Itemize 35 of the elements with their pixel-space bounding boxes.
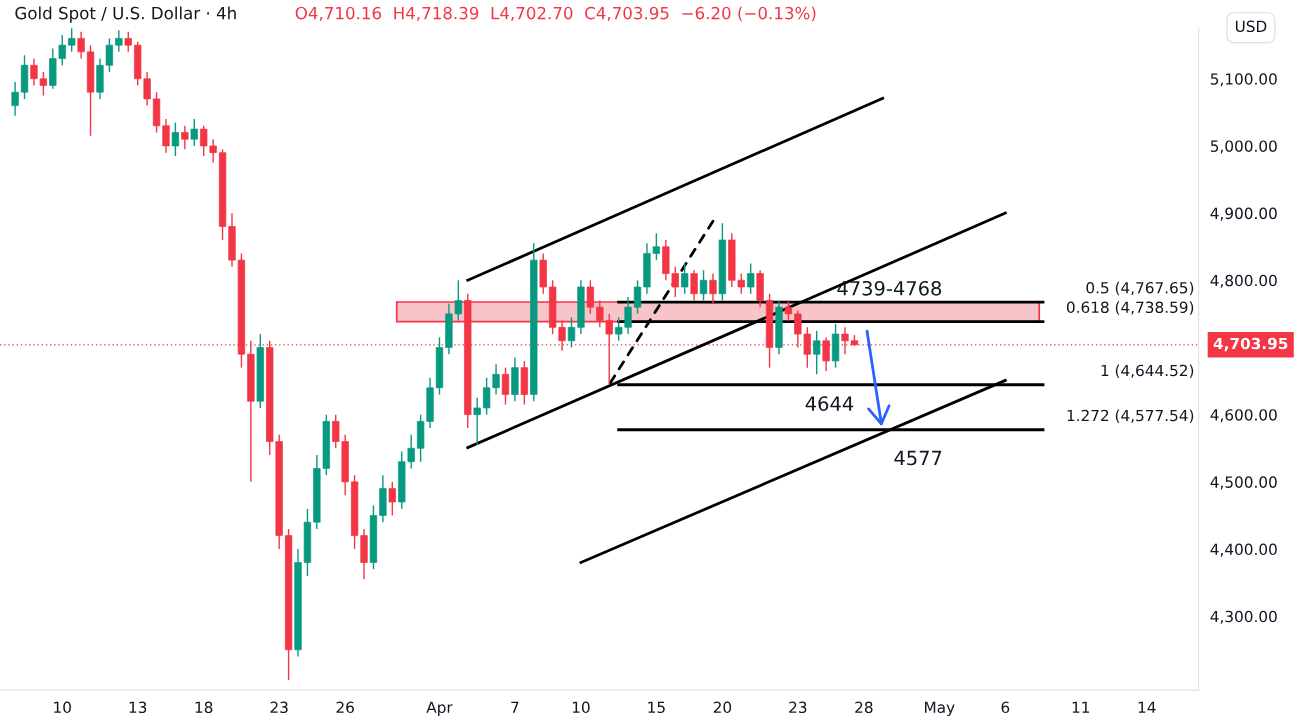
ref-line-label: 4,703.95 [1213, 337, 1288, 352]
x-tick-label: 23 [270, 701, 288, 714]
x-tick-label: 11 [1072, 701, 1090, 713]
x-tick-label: 23 [789, 701, 807, 714]
band-label: 4739-4768 [837, 280, 942, 296]
y-tick-label: 4,400.00 [1210, 543, 1277, 557]
x-tick-label: 13 [129, 701, 147, 714]
x-tick-label: May [925, 701, 955, 717]
x-tick-label: 7 [511, 701, 519, 713]
text: 0.5 (4,767.65) [1086, 281, 1194, 296]
x-tick-label: 18 [195, 701, 213, 714]
y-tick-label: 4,500.00 [1210, 476, 1277, 490]
y-tick-label: 5,100.00 [1210, 73, 1277, 87]
annotation: 4577 [894, 450, 942, 466]
chart-subtitle: O4,710.16 H4,718.39 L4,702.70 C4,703.95 −6.20 (−0.13%) [295, 6, 816, 22]
y-axis-title: USD [1235, 20, 1267, 33]
x-tick-label: 6 [1001, 701, 1010, 714]
y-tick-label: 4,600.00 [1210, 409, 1277, 423]
x-tick-label: 10 [54, 701, 71, 714]
x-tick-label: 26 [336, 701, 354, 714]
text: 1 (4,644.52) [1101, 364, 1194, 379]
chart-title: Gold Spot / U.S. Dollar · 4h [15, 6, 236, 23]
series-label: 1.272 (4,577.54) [1067, 409, 1194, 424]
x-tick-label: 28 [855, 701, 873, 714]
x-tick-label: 10 [572, 701, 590, 714]
y-tick-label: 5,000.00 [1210, 140, 1277, 154]
y-tick-label: 4,800.00 [1210, 274, 1277, 288]
x-tick-label: 14 [1138, 701, 1156, 713]
y-tick-label: 4,300.00 [1210, 610, 1277, 624]
x-tick-label: Apr [426, 701, 453, 717]
y-tick-label: 4,900.00 [1210, 207, 1277, 221]
x-tick-label: 15 [648, 701, 665, 714]
series-label: 0.618 (4,738.59) [1066, 301, 1194, 315]
x-tick-label: 20 [713, 701, 732, 714]
annotation: 4644 [805, 396, 854, 411]
